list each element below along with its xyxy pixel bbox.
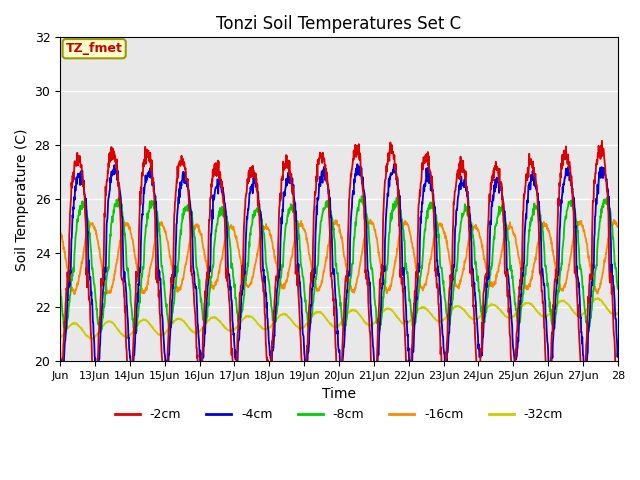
-2cm <box>598 138 605 144</box>
Title: Tonzi Soil Temperatures Set C: Tonzi Soil Temperatures Set C <box>216 15 461 33</box>
-2cm <box>324 184 332 190</box>
Line: -16cm: -16cm <box>60 220 618 294</box>
-16cm <box>325 243 333 249</box>
-2cm <box>552 272 560 277</box>
-16cm <box>607 225 615 230</box>
-8cm <box>314 261 322 267</box>
-16cm <box>71 291 79 297</box>
-4cm <box>314 197 322 203</box>
X-axis label: Time: Time <box>322 387 356 401</box>
-2cm <box>614 400 621 406</box>
-8cm <box>144 216 152 221</box>
-32cm <box>325 319 333 325</box>
-32cm <box>471 317 479 323</box>
Legend: -2cm, -4cm, -8cm, -16cm, -32cm: -2cm, -4cm, -8cm, -16cm, -32cm <box>110 403 568 426</box>
-4cm <box>325 191 333 197</box>
-8cm <box>607 220 615 226</box>
-4cm <box>614 348 621 354</box>
-32cm <box>144 318 152 324</box>
Line: -8cm: -8cm <box>60 196 618 333</box>
-8cm <box>614 286 621 291</box>
-4cm <box>553 277 561 283</box>
-32cm <box>552 301 560 307</box>
-2cm <box>143 154 151 160</box>
-8cm <box>471 262 479 267</box>
-4cm <box>471 290 479 296</box>
-4cm <box>607 271 615 276</box>
Line: -32cm: -32cm <box>60 298 618 339</box>
-16cm <box>314 287 322 293</box>
-32cm <box>594 295 602 301</box>
-4cm <box>353 161 361 167</box>
-16cm <box>471 224 479 229</box>
-16cm <box>614 224 621 230</box>
-32cm <box>56 335 64 341</box>
-8cm <box>96 330 104 336</box>
-2cm <box>314 157 321 163</box>
-8cm <box>358 193 365 199</box>
-8cm <box>56 287 64 292</box>
-8cm <box>553 302 561 308</box>
-4cm <box>129 375 136 381</box>
-16cm <box>144 279 152 285</box>
-4cm <box>144 170 152 176</box>
-8cm <box>325 200 333 206</box>
-2cm <box>56 384 64 389</box>
-4cm <box>56 348 64 354</box>
-32cm <box>314 309 322 315</box>
Line: -2cm: -2cm <box>60 141 618 403</box>
Y-axis label: Soil Temperature (C): Soil Temperature (C) <box>15 128 29 271</box>
-2cm <box>470 321 478 326</box>
-32cm <box>614 310 621 315</box>
-16cm <box>56 228 64 234</box>
Text: TZ_fmet: TZ_fmet <box>66 42 123 55</box>
-16cm <box>367 217 374 223</box>
-16cm <box>553 272 561 277</box>
-32cm <box>607 310 615 316</box>
-32cm <box>89 336 97 342</box>
-2cm <box>607 271 615 276</box>
Line: -4cm: -4cm <box>60 164 618 378</box>
